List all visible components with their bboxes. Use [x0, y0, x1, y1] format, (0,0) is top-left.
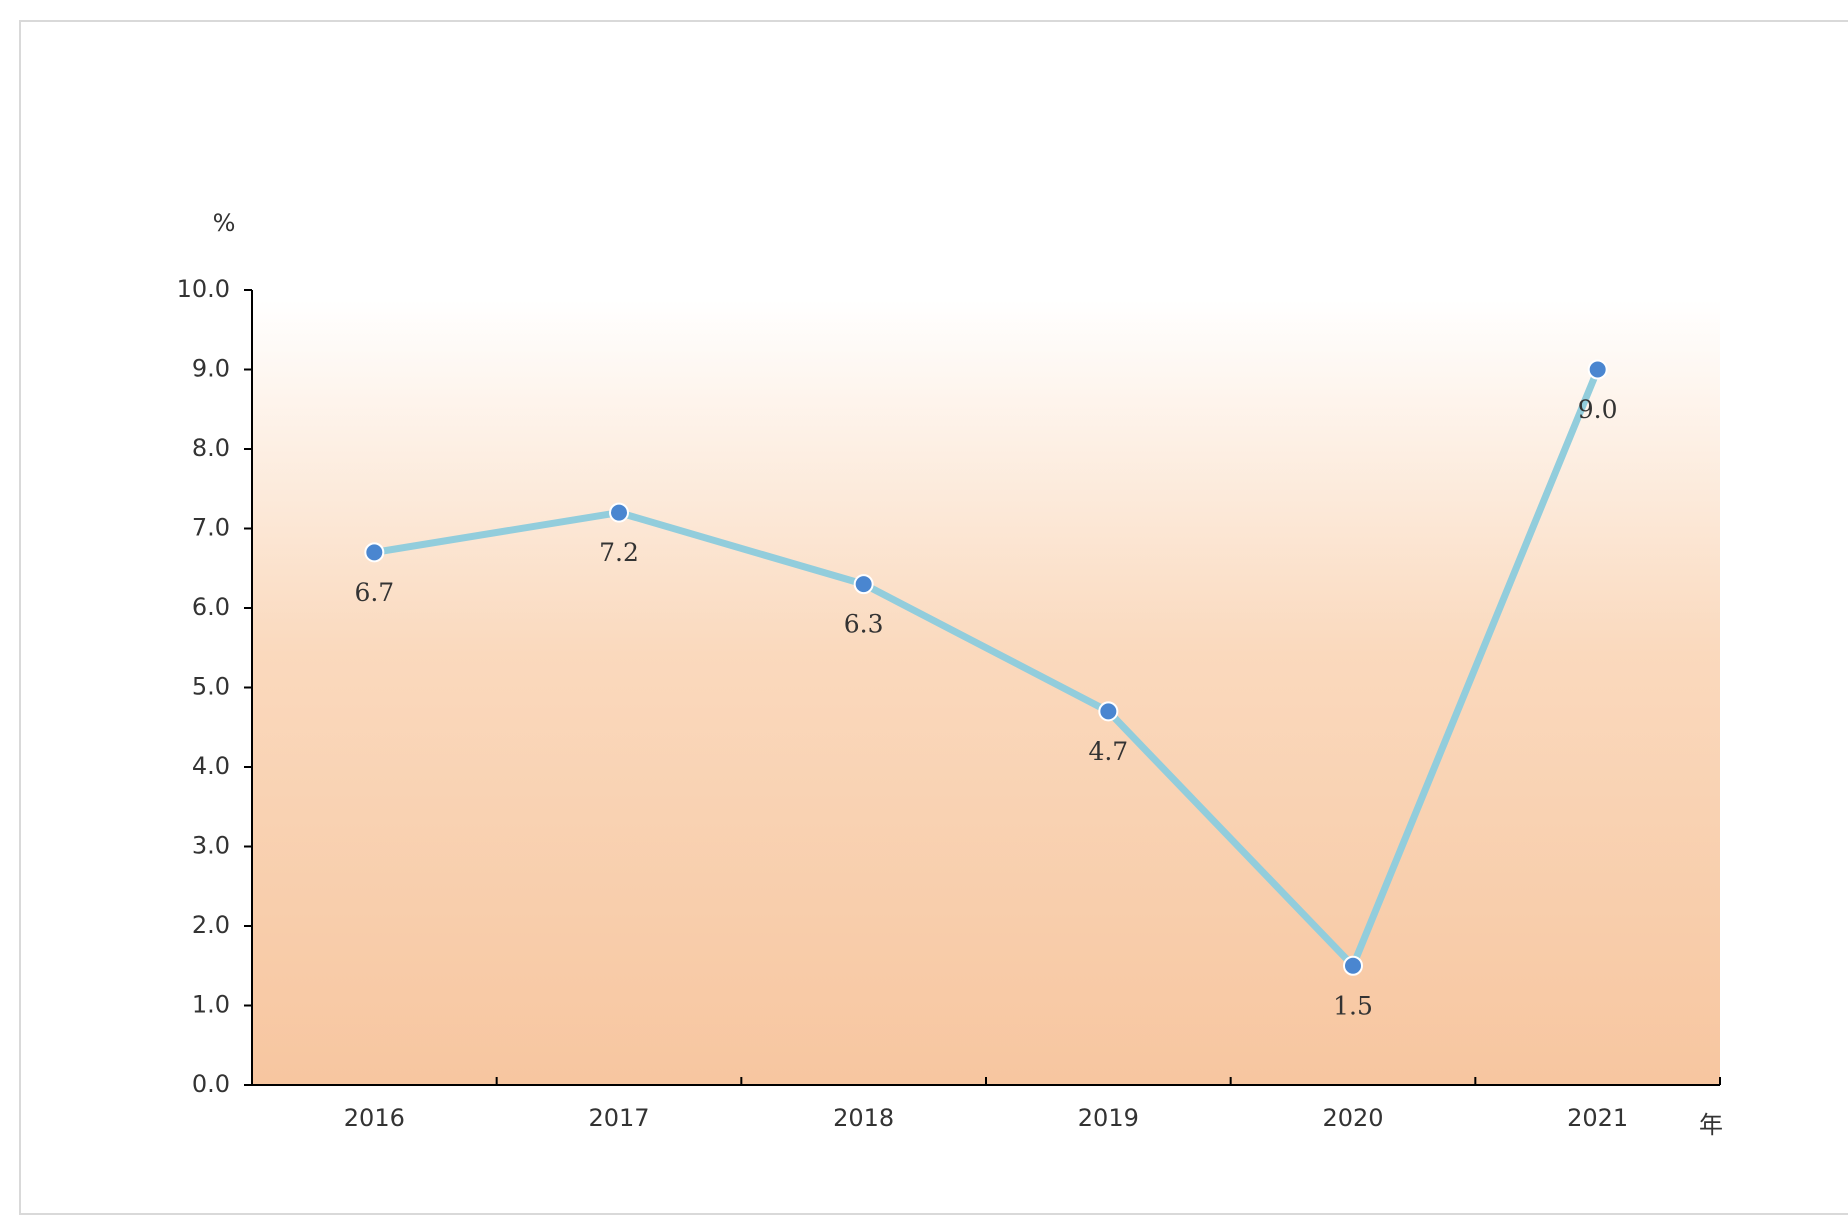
marker [1343, 955, 1363, 976]
data-label: 1.5 [1333, 991, 1373, 1020]
x-tick-label: 2016 [344, 1104, 405, 1132]
marker [1098, 701, 1119, 722]
y-tick-label: 1.0 [192, 991, 230, 1019]
x-tick-label: 2020 [1322, 1104, 1383, 1132]
y-tick-label: 3.0 [192, 832, 230, 860]
marker [364, 542, 385, 563]
marker [1587, 359, 1608, 380]
data-label: 6.3 [844, 610, 884, 639]
data-label: 4.7 [1088, 737, 1128, 766]
marker [853, 574, 874, 595]
y-tick-label: 7.0 [192, 514, 230, 542]
x-tick-label: 2018 [833, 1104, 894, 1132]
x-tick-label: 2017 [588, 1104, 649, 1132]
y-tick-label: 9.0 [192, 355, 230, 383]
y-tick-label: 5.0 [192, 673, 230, 701]
y-tick-label: 2.0 [192, 911, 230, 939]
marker [609, 502, 629, 523]
y-tick-label: 10.0 [177, 275, 230, 303]
x-tick-label: 2021 [1567, 1104, 1628, 1132]
y-tick-label: 8.0 [192, 434, 230, 462]
x-axis-label: 年 [1699, 1111, 1723, 1139]
data-label: 9.0 [1578, 395, 1618, 424]
frame [19, 20, 1848, 1215]
y-tick-label: 6.0 [192, 593, 230, 621]
plot-background [252, 300, 1720, 1085]
data-label: 7.2 [599, 538, 639, 567]
x-tick-label: 2019 [1078, 1104, 1139, 1132]
y-axis-label: % [213, 209, 236, 237]
line [373, 368, 1601, 970]
y-tick-label: 0.0 [192, 1070, 230, 1098]
y-tick-label: 4.0 [192, 752, 230, 780]
data-label: 6.7 [354, 578, 394, 607]
